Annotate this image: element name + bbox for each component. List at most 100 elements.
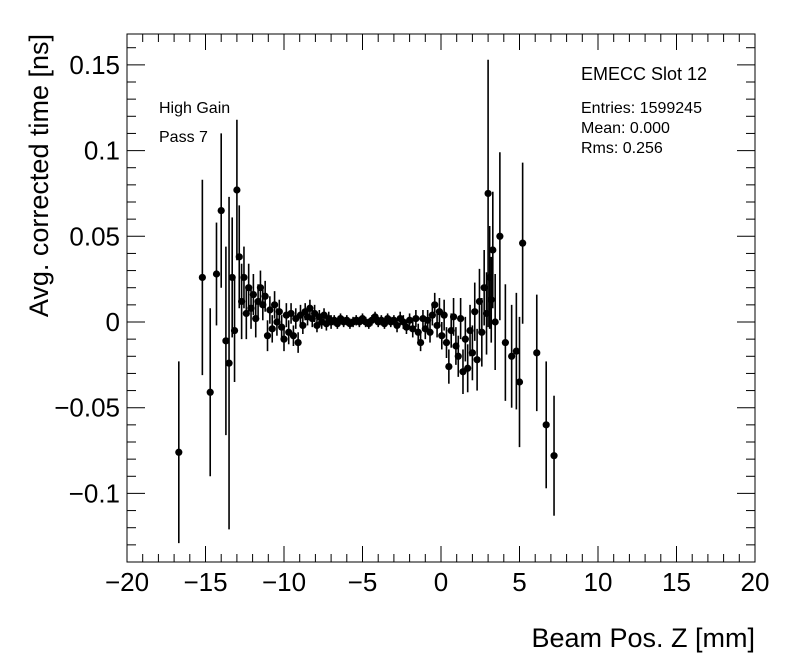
data-point bbox=[242, 309, 250, 318]
y-axis-title: Avg. corrected time [ns] bbox=[24, 34, 54, 317]
data-point bbox=[266, 306, 274, 314]
data-point bbox=[249, 290, 257, 299]
data-point bbox=[512, 347, 520, 355]
data-point bbox=[542, 421, 550, 429]
data-point bbox=[433, 321, 441, 330]
x-tick-label: 15 bbox=[662, 567, 691, 597]
x-tick-label: −5 bbox=[348, 567, 378, 597]
x-tick-label: 20 bbox=[741, 567, 770, 597]
data-point bbox=[501, 338, 509, 347]
data-point bbox=[371, 313, 379, 321]
data-point bbox=[489, 246, 497, 254]
data-point bbox=[519, 239, 527, 247]
data-point bbox=[431, 301, 439, 309]
data-point bbox=[468, 349, 476, 357]
data-point bbox=[306, 304, 314, 312]
data-point bbox=[247, 304, 255, 312]
data-point bbox=[482, 309, 491, 318]
data-point bbox=[206, 388, 214, 396]
y-tick-label: −0.05 bbox=[54, 393, 120, 423]
data-point bbox=[280, 335, 288, 343]
y-tick-label: 0.15 bbox=[69, 50, 120, 80]
data-point bbox=[486, 273, 494, 282]
data-point bbox=[438, 332, 446, 340]
data-point bbox=[515, 378, 524, 386]
data-point bbox=[287, 309, 295, 318]
data-point bbox=[256, 284, 265, 292]
data-point bbox=[412, 314, 420, 323]
data-point bbox=[445, 362, 453, 371]
data-point bbox=[473, 356, 481, 364]
data-point bbox=[273, 318, 281, 326]
data-point bbox=[480, 284, 488, 292]
data-point bbox=[464, 364, 472, 372]
x-tick-label: −10 bbox=[262, 567, 306, 597]
data-point bbox=[508, 352, 516, 360]
data-point bbox=[175, 448, 183, 456]
stats-rms: Rms: 0.256 bbox=[581, 140, 663, 157]
data-point bbox=[484, 189, 492, 198]
data-point bbox=[475, 297, 484, 306]
data-point bbox=[466, 326, 474, 335]
data-point bbox=[333, 320, 341, 328]
data-point bbox=[402, 323, 411, 331]
data-point bbox=[278, 323, 286, 331]
data-point bbox=[461, 335, 469, 343]
data-point bbox=[217, 206, 225, 215]
data-point bbox=[428, 311, 436, 319]
data-point bbox=[426, 328, 434, 336]
x-tick-label: −20 bbox=[105, 567, 149, 597]
data-point bbox=[225, 359, 233, 367]
data-point bbox=[230, 326, 239, 335]
data-point bbox=[478, 328, 486, 336]
x-tick-label: −15 bbox=[183, 567, 227, 597]
gain-annotation: High Gain bbox=[159, 100, 230, 117]
data-point bbox=[222, 337, 230, 345]
data-point bbox=[440, 311, 448, 319]
data-point bbox=[299, 321, 307, 330]
y-tick-label: 0.05 bbox=[69, 221, 120, 251]
data-point bbox=[491, 318, 499, 326]
data-point bbox=[228, 273, 236, 282]
data-point bbox=[198, 273, 206, 282]
data-point bbox=[452, 342, 460, 350]
data-point bbox=[409, 325, 417, 333]
data-point bbox=[471, 308, 479, 316]
stats-title: EMECC Slot 12 bbox=[581, 64, 707, 84]
data-point bbox=[390, 316, 398, 324]
data-point bbox=[233, 186, 241, 194]
data-point bbox=[259, 301, 267, 309]
y-tick-labels: −0.1 −0.05 0 0.05 0.1 0.15 bbox=[54, 50, 120, 509]
data-point bbox=[447, 326, 455, 335]
data-point bbox=[454, 352, 462, 360]
data-point bbox=[496, 232, 504, 240]
data-point bbox=[235, 253, 243, 261]
stats-entries: Entries: 1599245 bbox=[581, 100, 702, 117]
data-point bbox=[263, 332, 272, 340]
data-point bbox=[212, 270, 221, 278]
data-point bbox=[399, 318, 407, 326]
stats-mean: Mean: 0.000 bbox=[581, 120, 670, 137]
data-point bbox=[294, 338, 302, 347]
data-point bbox=[240, 273, 248, 282]
data-point bbox=[550, 452, 558, 460]
data-point bbox=[424, 316, 432, 324]
data-point bbox=[393, 321, 401, 330]
y-tick-label: 0 bbox=[106, 307, 120, 337]
axis-ticks bbox=[126, 34, 756, 563]
data-point bbox=[380, 320, 389, 328]
data-point bbox=[414, 328, 422, 336]
data-point bbox=[416, 338, 425, 347]
data-point bbox=[533, 349, 541, 357]
data-point bbox=[270, 301, 279, 309]
data-markers bbox=[175, 186, 558, 460]
data-point bbox=[289, 332, 298, 340]
data-point bbox=[238, 297, 246, 306]
data-point bbox=[268, 325, 276, 333]
x-tick-label: 0 bbox=[434, 567, 448, 597]
data-point bbox=[487, 296, 495, 304]
pass-annotation: Pass 7 bbox=[159, 129, 208, 146]
data-point bbox=[275, 308, 283, 316]
